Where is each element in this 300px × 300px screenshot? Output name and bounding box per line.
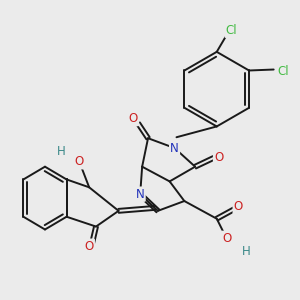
- Text: Cl: Cl: [278, 65, 289, 78]
- Text: O: O: [85, 240, 94, 253]
- Text: H: H: [57, 146, 66, 158]
- Text: O: O: [75, 155, 84, 168]
- Text: O: O: [214, 152, 223, 164]
- Text: N: N: [170, 142, 179, 154]
- Text: O: O: [129, 112, 138, 125]
- Text: Cl: Cl: [226, 24, 237, 37]
- Text: N: N: [136, 188, 145, 201]
- Text: O: O: [222, 232, 231, 245]
- Text: H: H: [242, 244, 250, 258]
- Text: O: O: [234, 200, 243, 213]
